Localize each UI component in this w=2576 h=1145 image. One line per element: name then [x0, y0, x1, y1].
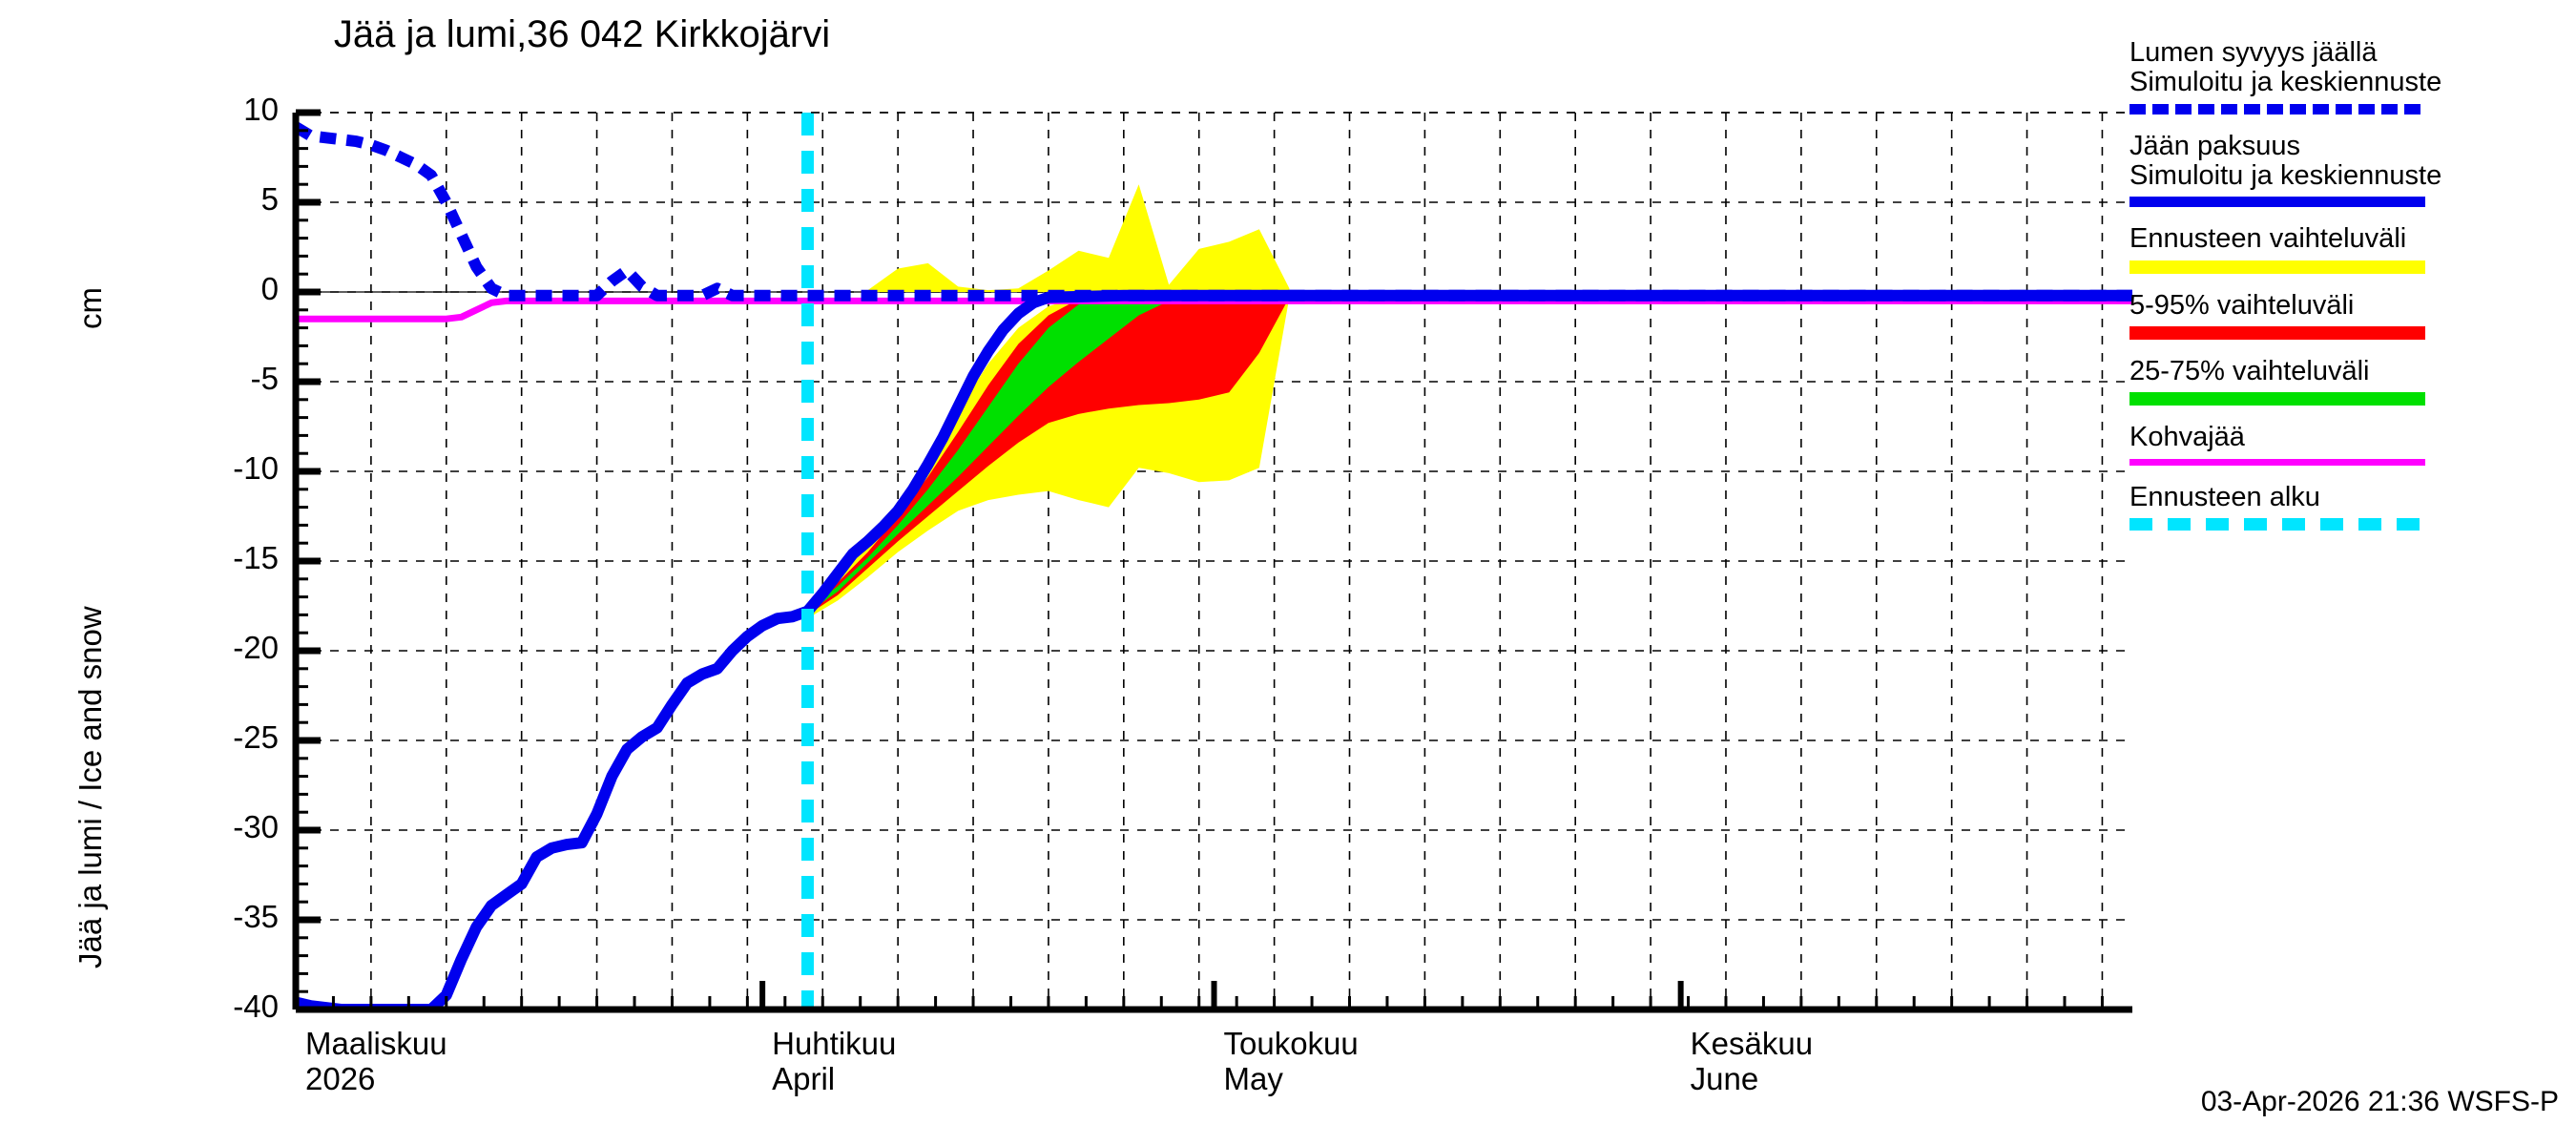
- legend-entry: 5-95% vaihteluväli: [2129, 289, 2576, 340]
- legend-entry-title: Lumen syvyys jäällä: [2129, 37, 2378, 68]
- y-tick-label: -25: [233, 719, 279, 755]
- y-tick-label: -20: [233, 630, 279, 665]
- y-tick-label: 0: [260, 271, 279, 306]
- x-tick-label: Maaliskuu 2026: [305, 1026, 447, 1097]
- chart-legend: Lumen syvyys jäällä Simuloitu ja keskienn…: [2129, 37, 2576, 548]
- legend-entry-title: Ennusteen alku: [2129, 481, 2320, 512]
- legend-entry: Jään paksuus Simuloitu ja keskiennuste: [2129, 130, 2576, 208]
- legend-entry-subtitle: Simuloitu ja keskiennuste: [2129, 67, 2442, 98]
- legend-entry-title: Jään paksuus: [2129, 130, 2300, 161]
- x-tick-label-en: June: [1690, 1060, 1759, 1096]
- y-axis-unit-label: cm: [73, 287, 108, 329]
- legend-swatch-dash-blue: [2129, 103, 2425, 114]
- y-tick-label: -5: [250, 361, 279, 396]
- legend-swatch-solid-blue: [2129, 197, 2425, 208]
- x-tick-label: Huhtikuu April: [772, 1026, 897, 1097]
- timestamp-label: 03-Apr-2026 21:36 WSFS-P: [2200, 1086, 2559, 1117]
- x-tick-label-fi: Toukokuu: [1223, 1026, 1359, 1061]
- legend-entry-subtitle: Simuloitu ja keskiennuste: [2129, 159, 2442, 191]
- data-series: [296, 121, 2132, 1010]
- y-tick-label: -40: [233, 989, 279, 1024]
- x-tick-label-fi: Maaliskuu: [305, 1026, 447, 1061]
- legend-entry: Ennusteen alku: [2129, 481, 2576, 531]
- legend-entry: Kohvajää: [2129, 422, 2576, 466]
- legend-swatch-solid-red: [2129, 325, 2425, 340]
- legend-swatch-solid-magenta: [2129, 458, 2425, 466]
- legend-entry-title: Ennusteen vaihteluväli: [2129, 223, 2407, 255]
- y-tick-label: 5: [260, 181, 279, 217]
- legend-entry: Lumen syvyys jäällä Simuloitu ja keskienn…: [2129, 37, 2576, 114]
- legend-entry: 25-75% vaihteluväli: [2129, 355, 2576, 406]
- x-tick-label: Toukokuu May: [1223, 1026, 1359, 1097]
- x-tick-label-fi: Huhtikuu: [772, 1026, 897, 1061]
- y-tick-label: -30: [233, 809, 279, 844]
- legend-entry-title: Kohvajää: [2129, 422, 2245, 453]
- x-tick-label-en: April: [772, 1060, 836, 1096]
- y-tick-label: -10: [233, 450, 279, 486]
- uncertainty-bands: [807, 184, 1290, 619]
- y-tick-label: -35: [233, 899, 279, 934]
- legend-swatch-dash-cyan: [2129, 517, 2425, 531]
- page-title: Jää ja lumi,36 042 Kirkkojärvi: [333, 13, 831, 55]
- x-tick-label-fi: Kesäkuu: [1690, 1026, 1814, 1061]
- legend-entry-title: 25-75% vaihteluväli: [2129, 355, 2370, 386]
- x-tick-label: Kesäkuu June: [1690, 1026, 1814, 1097]
- axis-ticks: [293, 109, 2104, 1013]
- legend-swatch-solid-yellow: [2129, 260, 2425, 274]
- legend-entry-title: 5-95% vaihteluväli: [2129, 289, 2355, 321]
- legend-entry: Ennusteen vaihteluväli: [2129, 223, 2576, 274]
- x-tick-label-en: 2026: [305, 1060, 376, 1096]
- y-axis-title: Jää ja lumi / Ice and snow: [73, 606, 108, 968]
- x-tick-label-en: May: [1223, 1060, 1283, 1096]
- y-tick-label: -15: [233, 540, 279, 575]
- y-tick-label: 10: [243, 92, 279, 127]
- legend-swatch-solid-green: [2129, 392, 2425, 406]
